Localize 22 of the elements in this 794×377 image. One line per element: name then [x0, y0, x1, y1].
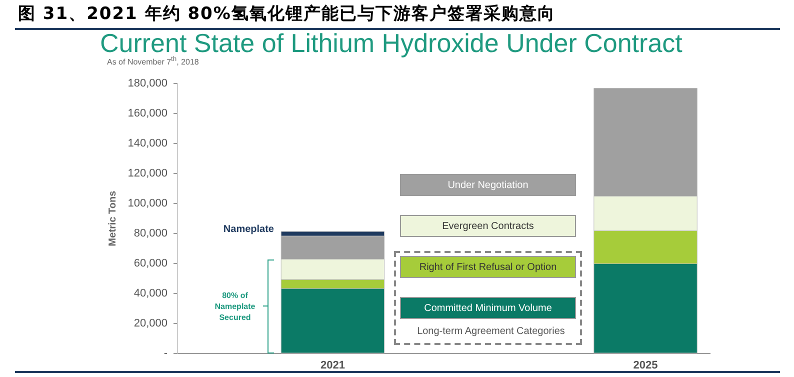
y-tick-label: 20,000 [134, 318, 168, 330]
text: Right of First Refusal or Option [400, 256, 576, 278]
chart-title: 图 31、2021 年约 80%氢氧化锂产能已与下游客户签署采购意向 [18, 3, 556, 25]
y-tick-label: 100,000 [128, 198, 168, 210]
y-tick-label: 180,000 [128, 78, 168, 90]
y-tick-label: 40,000 [134, 288, 168, 300]
text: Under Negotiation [400, 174, 576, 196]
y-tick-label: 60,000 [134, 258, 168, 270]
annotation: Long-term Agreement Categories [416, 326, 566, 337]
text: As of November 7$^{th}$, 2018 [107, 56, 199, 67]
text: Committed Minimum Volume [400, 297, 576, 319]
y-tick-label: 140,000 [128, 138, 168, 150]
y-tick-label: 160,000 [128, 108, 168, 120]
y-tick-label: 120,000 [128, 168, 168, 180]
series-label: Nameplate [223, 224, 274, 234]
y-axis-title: Metric Tons [108, 190, 119, 246]
y-tick-label: 80,000 [134, 228, 168, 240]
x-tick-label: 2025 [633, 360, 658, 372]
y-tick-label: - [164, 348, 168, 360]
text: Evergreen Contracts [400, 215, 576, 237]
x-tick-label: 2021 [320, 360, 345, 372]
annotation: 80% of Nameplate Secured [214, 290, 256, 323]
